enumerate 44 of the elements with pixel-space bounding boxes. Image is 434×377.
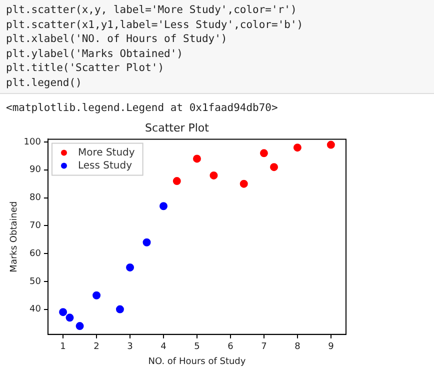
point — [59, 308, 68, 316]
point — [240, 180, 248, 188]
point — [172, 177, 181, 186]
y-tick-label: 80 — [30, 193, 42, 204]
point — [293, 144, 302, 152]
point — [126, 263, 134, 272]
y-tick-label: 70 — [30, 220, 42, 231]
point — [192, 154, 201, 163]
point — [210, 171, 218, 180]
y-tick-label: 40 — [30, 304, 42, 315]
x-axis-title: NO. of Hours of Study — [148, 356, 246, 367]
x-tick-label: 1 — [60, 342, 66, 352]
text: <matplotlib.legend.Legend at 0x1faad94db70> — [5, 101, 279, 116]
text: plt.title('Scatter Plot') — [6, 61, 166, 76]
point — [142, 238, 151, 246]
point — [116, 305, 124, 314]
x-tick-label: 9 — [328, 342, 334, 352]
point — [260, 149, 268, 158]
y-tick-label: 90 — [30, 165, 42, 176]
x-tick-label: 5 — [194, 342, 200, 352]
legend-label: Less Study — [78, 160, 132, 172]
point — [326, 140, 335, 149]
x-tick-label: 6 — [228, 342, 234, 352]
y-tick-label: 60 — [30, 248, 42, 259]
y-axis-title: Marks Obtained — [10, 201, 20, 272]
text: plt.scatter(x,y, label='More Study',color='r') — [6, 3, 298, 18]
x-tick-label: 4 — [160, 342, 167, 352]
chart-title: Scatter Plot — [145, 121, 210, 134]
text: plt.scatter(x1,y1,label='Less Study',color='b') — [6, 18, 304, 32]
y-tick-label: 50 — [30, 276, 42, 287]
text: plt.legend() — [6, 76, 83, 90]
point — [92, 291, 101, 300]
x-tick-label: 2 — [94, 342, 100, 352]
point — [160, 202, 168, 210]
x-tick-label: 3 — [127, 342, 133, 352]
point — [270, 163, 278, 172]
x-tick-label: 7 — [261, 342, 267, 352]
point — [76, 322, 84, 330]
text: plt.xlabel('NO. of Hours of Study') — [6, 32, 228, 46]
point — [66, 314, 74, 322]
y-tick-label: 100 — [24, 137, 42, 148]
text: plt.ylabel('Marks Obtained') — [6, 46, 184, 61]
legend-label: More Study — [78, 147, 135, 158]
x-tick-label: 8 — [294, 342, 301, 352]
